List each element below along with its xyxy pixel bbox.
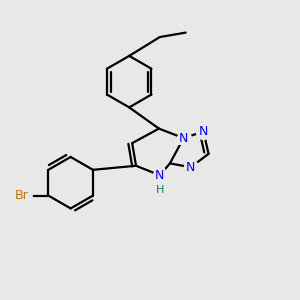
Text: H: H	[156, 184, 164, 194]
Text: Br: Br	[15, 189, 28, 202]
Text: N: N	[199, 125, 208, 138]
Text: N: N	[155, 169, 164, 182]
Text: N: N	[186, 161, 195, 174]
Text: N: N	[179, 132, 188, 145]
